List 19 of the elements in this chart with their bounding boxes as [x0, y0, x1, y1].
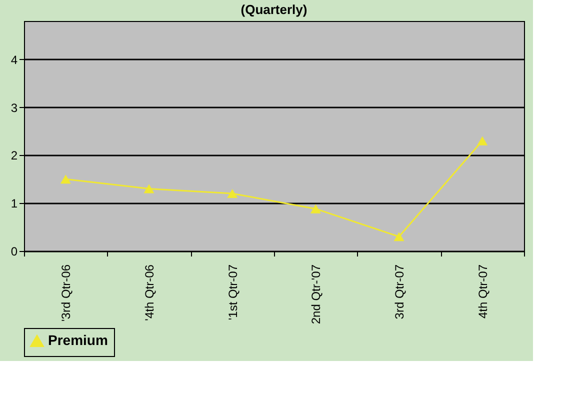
x-tick-label: 2nd Qtr-'07: [309, 264, 324, 324]
x-tick-label: '3rd Qtr-06: [59, 264, 74, 322]
x-tick-label: '4th Qtr-06: [142, 264, 156, 321]
point: [144, 184, 154, 194]
y-tick-label: 4: [10, 52, 18, 67]
y-tick-label: 1: [10, 196, 18, 211]
x-tick-label: 4th Qtr-07: [476, 264, 490, 319]
y-tick-label: 2: [10, 148, 18, 163]
y-tick-label: 0: [10, 244, 18, 258]
legend-label: Premium: [48, 332, 108, 348]
point: [477, 136, 488, 146]
chart-title: (Quarterly): [240, 2, 308, 17]
x-tick-label: 3rd Qtr-07: [392, 264, 406, 320]
x-tick-label: '1st Qtr-07: [226, 264, 240, 320]
point: [310, 204, 321, 214]
y-tick-label: 3: [10, 100, 18, 115]
point: [394, 232, 404, 242]
point: [227, 188, 238, 198]
point: [60, 174, 71, 184]
